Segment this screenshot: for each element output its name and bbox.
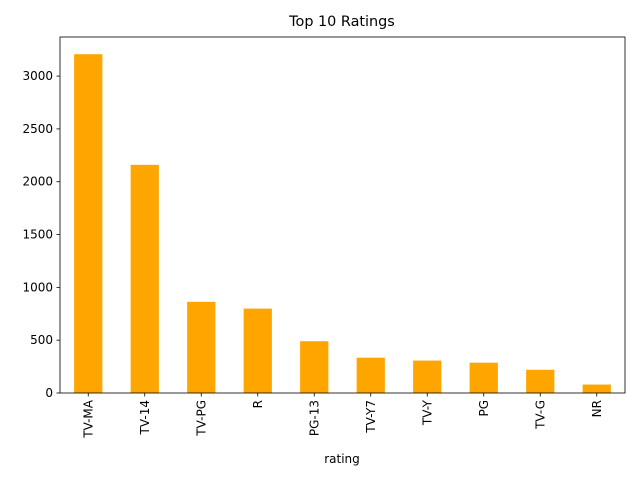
bar-tv-g xyxy=(526,369,555,393)
y-tick-label: 1500 xyxy=(22,228,53,242)
plot-area: 0 500 1000 1500 2000 2500 3000 TV-MA TV-14 TV-PG R… xyxy=(22,36,626,439)
y-tick-label: 0 xyxy=(45,386,53,400)
x-tick-label: TV-PG xyxy=(194,400,208,437)
x-tick-label: R xyxy=(251,400,265,408)
x-tick-label: TV-MA xyxy=(81,399,95,439)
chart-title: Top 10 Ratings xyxy=(288,14,395,30)
x-tick-label: TV-Y7 xyxy=(364,400,378,434)
y-tick-label: 3000 xyxy=(22,69,53,83)
x-tick-label: NR xyxy=(590,400,604,417)
y-tick-label: 2500 xyxy=(22,122,53,136)
bar-tv-14 xyxy=(130,164,159,393)
x-tick-label: PG-13 xyxy=(307,400,321,436)
bar-nr xyxy=(582,384,611,393)
x-tick-label: TV-Y xyxy=(420,399,434,426)
bar-pg-13 xyxy=(300,341,329,393)
bar-tv-ma xyxy=(74,54,103,393)
y-tick-label: 2000 xyxy=(22,175,53,189)
bar-tv-y7 xyxy=(356,357,385,393)
x-tick-label: TV-14 xyxy=(138,400,152,435)
bar-r xyxy=(243,308,272,393)
x-axis-label: rating xyxy=(324,452,360,466)
axes-frame xyxy=(59,36,626,394)
bar-tv-pg xyxy=(187,301,216,393)
y-tick-label: 500 xyxy=(30,333,53,347)
y-tick-label: 1000 xyxy=(22,280,53,294)
x-tick-label: TV-G xyxy=(533,400,547,430)
bar-tv-y xyxy=(413,360,442,393)
x-tick-label: PG xyxy=(477,400,491,417)
bar-pg xyxy=(469,362,498,393)
